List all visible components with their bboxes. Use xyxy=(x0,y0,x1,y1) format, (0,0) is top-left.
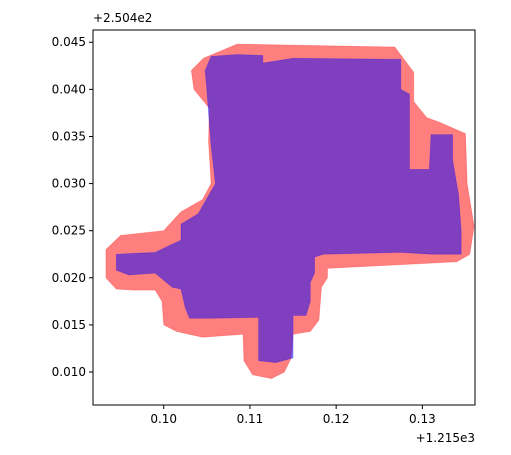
x-tick-label: 0.12 xyxy=(323,412,350,426)
y-tick-label: 0.035 xyxy=(52,129,86,143)
x-offset-label: +1.215e3 xyxy=(416,431,475,445)
y-tick-label: 0.045 xyxy=(52,35,86,49)
axes-frame xyxy=(92,29,476,406)
y-offset-label: +2.504e2 xyxy=(93,11,152,25)
y-tick-label: 0.040 xyxy=(52,82,86,96)
x-tick-label: 0.11 xyxy=(237,412,264,426)
y-tick-label: 0.030 xyxy=(52,177,86,191)
tick-layer: 0.10 0.11 0.12 0.13 0.010 0.015 0.020 0.025 0.03… xyxy=(52,35,436,426)
x-tick-label: 0.13 xyxy=(409,412,436,426)
y-tick-label: 0.025 xyxy=(52,224,86,238)
core-region xyxy=(115,54,462,364)
y-tick-label: 0.015 xyxy=(52,318,86,332)
x-tick-label: 0.10 xyxy=(150,412,177,426)
area-layer xyxy=(105,43,475,380)
y-tick-label: 0.020 xyxy=(52,271,86,285)
y-tick-label: 0.010 xyxy=(52,365,86,379)
